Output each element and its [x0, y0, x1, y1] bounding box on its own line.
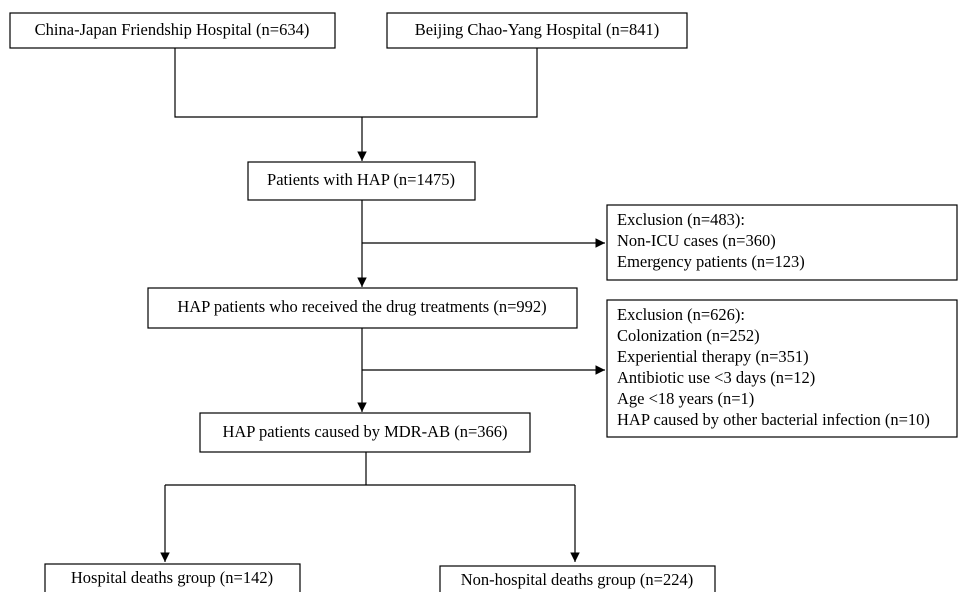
box-label: HAP patients caused by MDR-AB (n=366) — [222, 422, 507, 441]
exclusion-item: Non-ICU cases (n=360) — [617, 231, 776, 250]
exclusion-item: Antibiotic use <3 days (n=12) — [617, 368, 815, 387]
exclusion-item: HAP caused by other bacterial infection … — [617, 410, 930, 429]
box-label: Patients with HAP (n=1475) — [267, 170, 455, 189]
box — [199, 412, 531, 453]
exclusion-item: Experiential therapy (n=351) — [617, 347, 809, 366]
box-label: HAP patients who received the drug treat… — [177, 297, 546, 316]
box-label: China-Japan Friendship Hospital (n=634) — [35, 20, 310, 39]
exclusion-item: Age <18 years (n=1) — [617, 389, 754, 408]
box — [439, 565, 716, 592]
exclusion-item: Emergency patients (n=123) — [617, 252, 805, 271]
box — [386, 12, 688, 49]
exclusion-item: Colonization (n=252) — [617, 326, 760, 345]
box-label: Hospital deaths group (n=142) — [71, 568, 273, 587]
box — [147, 287, 578, 329]
box — [9, 12, 336, 49]
exclusion-title: Exclusion (n=626): — [617, 305, 745, 324]
box-label: Non-hospital deaths group (n=224) — [461, 570, 693, 589]
merge-line — [174, 48, 538, 118]
exclusion-box — [606, 204, 958, 281]
box — [44, 563, 301, 592]
box-label: Beijing Chao-Yang Hospital (n=841) — [415, 20, 660, 39]
exclusion-box — [606, 299, 958, 438]
box — [247, 161, 476, 201]
exclusion-texts: Exclusion (n=483): Non-ICU cases (n=360) E… — [617, 210, 930, 429]
connectors — [160, 48, 605, 562]
exclusion-title: Exclusion (n=483): — [617, 210, 745, 229]
